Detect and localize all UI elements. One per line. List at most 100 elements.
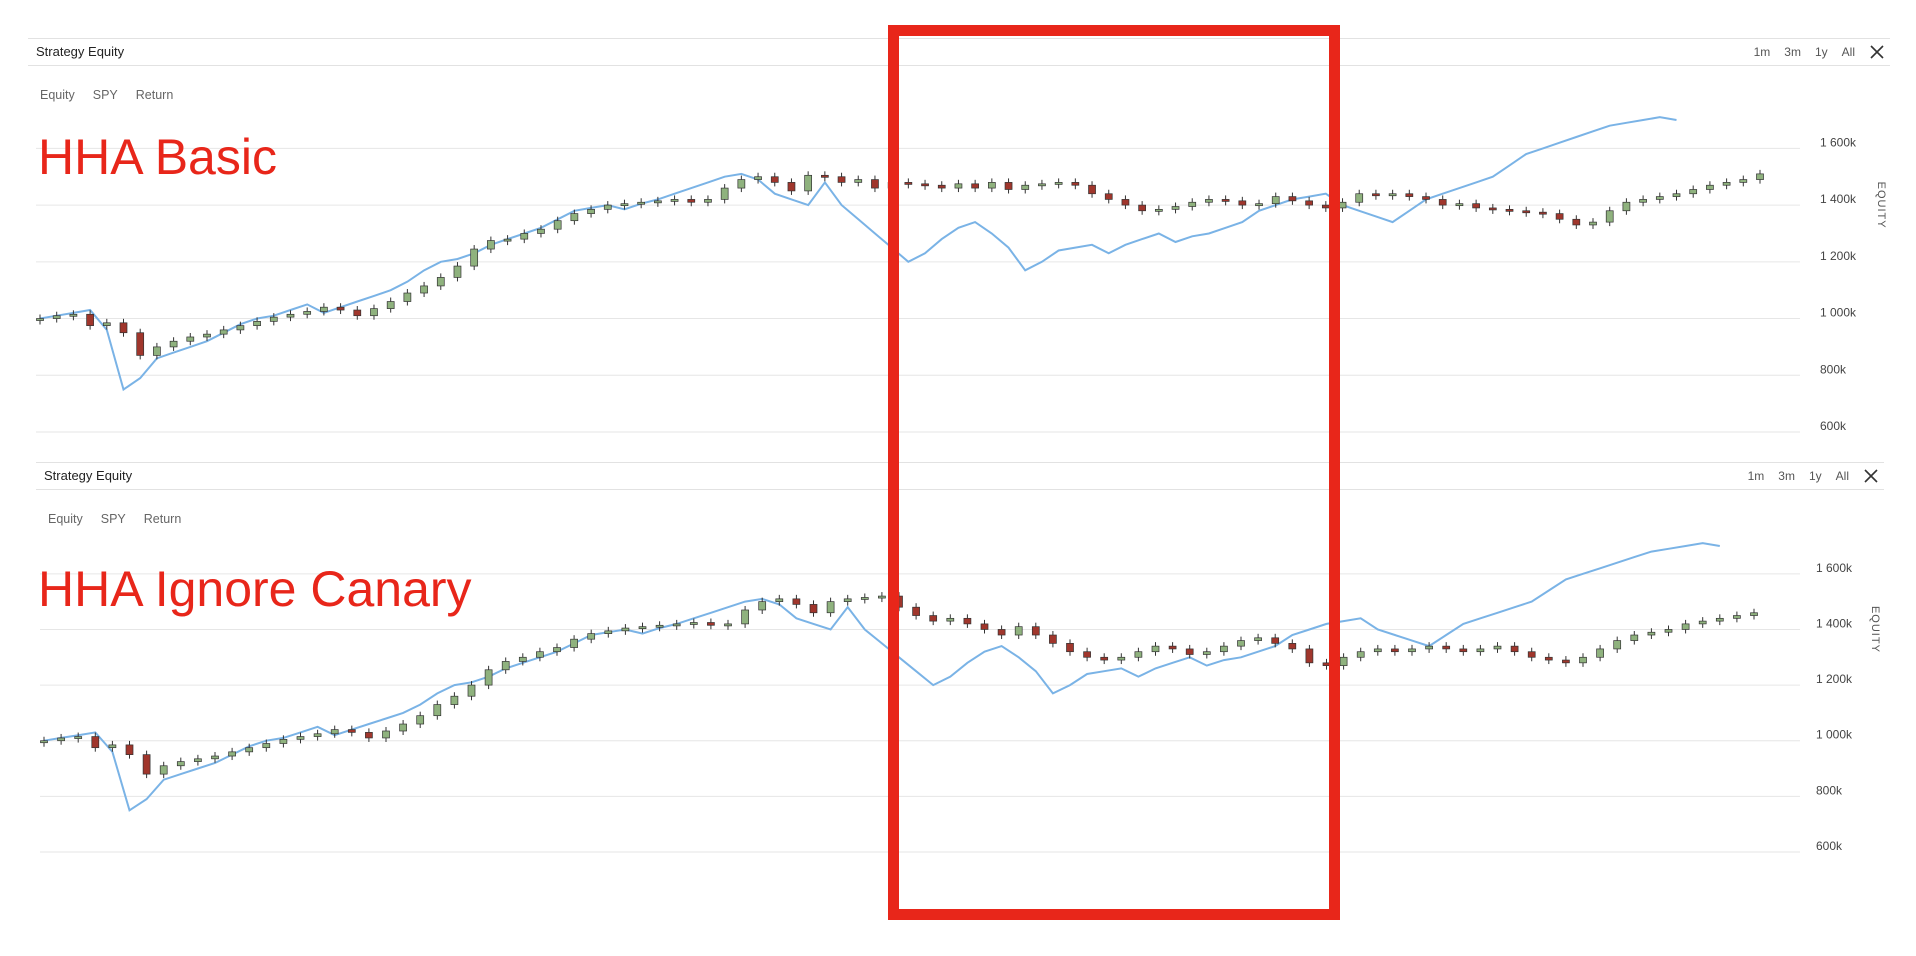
equity-candle xyxy=(253,317,261,330)
range-3m-button[interactable]: 3m xyxy=(1784,45,1801,59)
equity-candle xyxy=(194,754,202,766)
equity-candle xyxy=(330,725,339,738)
equity-candle xyxy=(921,179,929,190)
close-icon[interactable] xyxy=(1862,467,1880,485)
equity-candle xyxy=(821,171,829,182)
equity-candle xyxy=(219,325,228,339)
equity-candle xyxy=(1104,189,1113,204)
equity-candle xyxy=(136,328,145,360)
equity-candle xyxy=(1071,178,1080,190)
equity-candle xyxy=(878,592,886,603)
equity-candle xyxy=(484,665,493,690)
equity-candle xyxy=(604,626,613,638)
equity-candle xyxy=(912,603,920,620)
y-tick-label: 600k xyxy=(1820,419,1847,433)
equity-candle xyxy=(36,314,44,325)
equity-candle xyxy=(638,622,647,633)
annotation-hha-ignore-canary: HHA Ignore Canary xyxy=(38,561,472,617)
equity-candle xyxy=(689,618,698,629)
range-selector: 1m 3m 1y All xyxy=(1741,467,1880,485)
spy-line xyxy=(43,542,1720,812)
equity-candle xyxy=(1544,653,1553,665)
equity-candle xyxy=(303,307,312,319)
equity-candle xyxy=(587,205,595,218)
equity-candle xyxy=(119,318,128,337)
y-tick-label: 1 200k xyxy=(1816,672,1853,686)
equity-candle xyxy=(125,740,134,759)
equity-candle xyxy=(837,172,846,187)
equity-candle xyxy=(1459,644,1468,656)
equity-candle xyxy=(153,342,161,360)
equity-candle xyxy=(1372,189,1380,200)
equity-candle xyxy=(1054,178,1063,189)
range-1y-button[interactable]: 1y xyxy=(1808,469,1822,483)
equity-candle xyxy=(1472,199,1480,212)
equity-candle xyxy=(1630,631,1639,645)
spy-line xyxy=(39,116,1677,392)
range-3m-button[interactable]: 3m xyxy=(1778,469,1795,483)
strategy-equity-panel-ignore-canary: Strategy Equity 1m 3m 1y All Equity SPY … xyxy=(36,462,1884,862)
equity-candle xyxy=(370,304,378,320)
tab-equity[interactable]: Equity xyxy=(48,512,83,526)
tab-return[interactable]: Return xyxy=(143,512,182,526)
equity-candle xyxy=(1698,617,1707,628)
equity-candle xyxy=(553,216,562,234)
equity-candle xyxy=(399,720,407,735)
equity-candle xyxy=(487,236,495,254)
range-1m-button[interactable]: 1m xyxy=(1747,469,1765,483)
equity-candle xyxy=(433,700,442,720)
equity-candle xyxy=(69,310,78,321)
equity-candle xyxy=(1391,644,1399,656)
strategy-equity-panel-basic: Strategy Equity 1m 3m 1y All Equity SPY … xyxy=(28,38,1890,438)
equity-candle xyxy=(587,629,596,644)
equity-candle xyxy=(1100,653,1109,665)
range-all-button[interactable]: All xyxy=(1835,469,1849,483)
equity-candle xyxy=(792,594,801,609)
equity-candle xyxy=(654,196,662,207)
equity-candle xyxy=(854,175,863,187)
equity-candle xyxy=(1038,179,1046,190)
equity-candle xyxy=(40,736,48,747)
highlight-box xyxy=(888,25,1340,920)
equity-candle xyxy=(286,310,295,322)
equity-candle xyxy=(1254,633,1262,645)
close-icon[interactable] xyxy=(1868,43,1886,61)
panel-title: Strategy Equity xyxy=(36,44,125,59)
y-tick-label: 1 400k xyxy=(1820,192,1857,206)
equity-candle xyxy=(1476,644,1485,656)
range-1m-button[interactable]: 1m xyxy=(1753,45,1771,59)
equity-candle xyxy=(553,643,561,656)
equity-candle xyxy=(1750,608,1758,620)
equity-candle xyxy=(536,647,544,662)
range-1y-button[interactable]: 1y xyxy=(1814,45,1828,59)
equity-candle xyxy=(1510,642,1519,656)
equity-candle xyxy=(1655,192,1664,204)
equity-candle xyxy=(1121,195,1130,210)
equity-candle xyxy=(382,726,390,742)
tab-equity[interactable]: Equity xyxy=(40,88,75,102)
equity-candle xyxy=(453,262,462,282)
equity-candle xyxy=(91,732,100,752)
equity-candle xyxy=(1388,189,1397,200)
tab-spy[interactable]: SPY xyxy=(100,512,126,526)
tab-spy[interactable]: SPY xyxy=(92,88,118,102)
equity-candle xyxy=(603,201,612,214)
equity-candle xyxy=(386,297,395,313)
equity-candle xyxy=(570,209,579,225)
equity-candle xyxy=(108,740,117,752)
equity-candle xyxy=(403,289,412,306)
equity-candle xyxy=(347,725,356,737)
equity-candle xyxy=(997,625,1006,640)
equity-candle xyxy=(1572,215,1581,229)
equity-candle xyxy=(1014,622,1023,640)
equity-candle xyxy=(637,198,646,209)
equity-candle xyxy=(1505,205,1514,216)
equity-candle xyxy=(1356,647,1365,662)
equity-candle xyxy=(296,732,305,744)
equity-candle xyxy=(269,313,278,326)
equity-candle xyxy=(365,728,373,742)
range-all-button[interactable]: All xyxy=(1841,45,1855,59)
equity-candle xyxy=(1715,614,1724,626)
tab-return[interactable]: Return xyxy=(135,88,174,102)
